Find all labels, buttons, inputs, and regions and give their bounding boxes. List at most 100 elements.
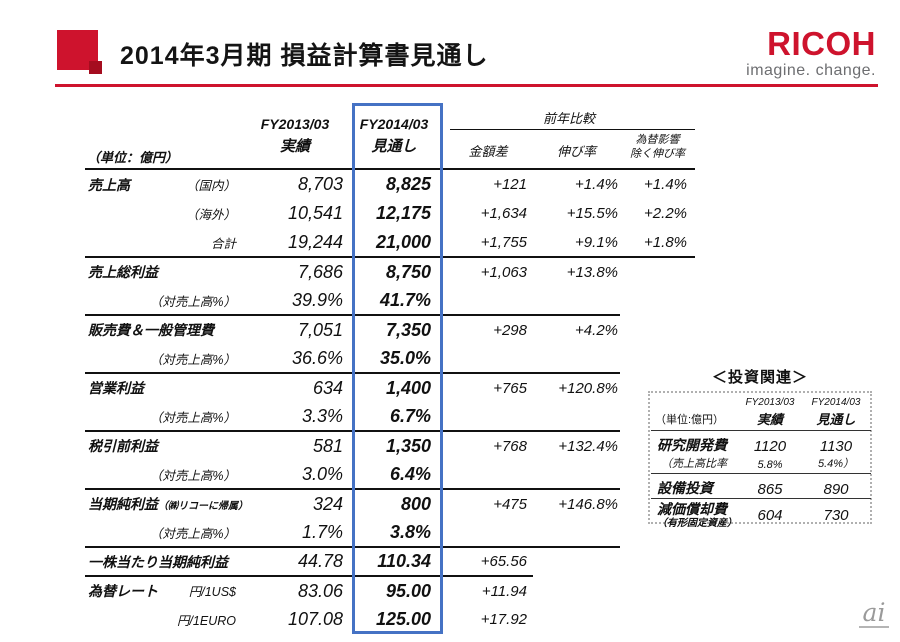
cell-fy2013-actual: 581 — [312, 435, 343, 456]
row-label: 税引前利益 — [88, 438, 158, 454]
cell-fy2013-actual: 83.06 — [297, 580, 343, 601]
cell-growth-rate — [533, 402, 620, 432]
cell-amount-diff: +1,755 — [443, 228, 533, 258]
cell-fy2013-actual: 8,703 — [297, 174, 343, 194]
cell-fx-adjusted-growth: +1.4% — [644, 176, 687, 193]
row-label: 営業利益 — [88, 380, 144, 396]
cell-fy2014-forecast: 21,000 — [345, 228, 443, 258]
cell-fy2013-actual: 7,686 — [297, 261, 343, 282]
cell-amount-diff — [443, 286, 533, 316]
cell-fy2013-actual: 36.6% — [245, 344, 345, 374]
investment-row-label: 減価償却費 （有形固定資産） — [657, 501, 737, 529]
cell-growth-rate: +4.2% — [575, 321, 618, 339]
cell-fy2013-actual: 107.08 — [287, 609, 343, 629]
cell-fy2014-forecast: 800 — [400, 493, 431, 514]
investment-col-fy2013-line2: 実績 — [756, 412, 783, 427]
col-header-growth-rate: 伸び率 — [556, 144, 596, 159]
table-row: 当期純利益（㈱リコーに帰属） 324 800 +475 +146.8% — [85, 489, 695, 518]
cell-growth-rate: +13.8% — [566, 263, 618, 281]
investment-row-label: 設備投資 — [651, 473, 739, 499]
row-label: 当期純利益（㈱リコーに帰属） — [88, 496, 248, 512]
cell-amount-diff: +298 — [493, 321, 527, 339]
cell-fy2013-actual: 3.0% — [245, 460, 345, 490]
table-row: （対売上高%） 36.6% 35.0% — [85, 344, 695, 374]
table-row: 販売費＆一般管理費 7,051 7,350 +298 +4.2% — [85, 315, 695, 344]
table-row: （海外） 10,541 12,175 +1,634 +15.5% +2.2% — [85, 199, 695, 228]
row-label: （対売上高%） — [85, 460, 245, 490]
ricoh-logo-text: RICOH — [767, 25, 876, 62]
table-row: （対売上高%） 39.9% 41.7% — [85, 286, 695, 316]
col-header-fx-line1: 為替影響 — [635, 134, 680, 146]
cell-growth-rate — [533, 605, 620, 634]
investment-unit-label: （単位:億円） — [651, 395, 739, 431]
investment-col-fy2014-line1: FY2014/03 — [811, 397, 861, 408]
cell-fy2014-forecast: 110.34 — [345, 547, 443, 577]
col-header-amount-diff: 金額差 — [468, 144, 508, 159]
cell-fy2014-forecast: 1,350 — [385, 435, 431, 456]
cell-amount-diff: +768 — [493, 437, 527, 455]
cell-fy2014-forecast: 7,350 — [385, 319, 431, 340]
row-label: （対売上高%） — [85, 402, 245, 432]
row-label: （海外） — [185, 208, 236, 222]
cell-fy2013-actual: 44.78 — [245, 547, 345, 577]
row-label: 一株当たり当期純利益 — [85, 547, 245, 577]
investment-table: （単位:億円） FY2013/03 実績 FY2014/03 見通し 研究開発費… — [651, 395, 871, 531]
investment-panel: （単位:億円） FY2013/03 実績 FY2014/03 見通し 研究開発費… — [648, 391, 872, 529]
row-label: 売上高 （国内） — [88, 176, 236, 193]
investment-cell-fy2014: 730 — [823, 506, 849, 524]
pnl-table-body-table: 売上高 （国内） 8,703 8,825 +121 +1.4% +1.4% （海外） 10,54… — [85, 170, 695, 634]
table-row: 税引前利益 581 1,350 +768 +132.4% — [85, 431, 695, 460]
table-row: 売上総利益 7,686 8,750 +1,063 +13.8% — [85, 257, 695, 286]
unit-label: （単位：億円） — [87, 150, 179, 165]
row-label: 合計 — [85, 228, 245, 258]
cell-growth-rate: +1.4% — [575, 176, 618, 193]
investment-cell-fy2013: 1120 — [753, 438, 787, 455]
row-label: 為替レート 円/1US$ — [88, 583, 236, 599]
cell-fy2013-actual: 10,541 — [287, 203, 343, 223]
cell-fy2013-actual: 19,244 — [245, 228, 345, 258]
cell-fx-adjusted-growth — [620, 576, 695, 605]
cell-growth-rate — [533, 344, 620, 374]
investment-col-fy2014-line2: 見通し — [816, 412, 856, 427]
cell-fy2014-forecast: 3.8% — [345, 518, 443, 548]
cell-fx-adjusted-growth — [620, 315, 695, 344]
investment-row-label: 研究開発費 — [657, 437, 727, 453]
investment-cell-fy2014: 1130 — [819, 438, 853, 455]
cell-fy2014-forecast: 125.00 — [375, 609, 431, 629]
investment-row-label: （売上高比率 — [651, 455, 739, 474]
table-row: 売上高 （国内） 8,703 8,825 +121 +1.4% +1.4% — [85, 170, 695, 199]
row-label: （対売上高%） — [85, 286, 245, 316]
cell-growth-rate: +120.8% — [558, 379, 618, 397]
investment-row: 設備投資 865 890 — [651, 473, 871, 499]
row-label: 販売費＆一般管理費 — [88, 322, 214, 338]
investment-col-fy2013-line1: FY2013/03 — [745, 397, 795, 408]
table-row: 為替レート 円/1US$ 83.06 95.00 +11.94 — [85, 576, 695, 605]
col-header-yoy-comparison: 前年比較 — [542, 111, 595, 126]
cell-fy2014-forecast: 8,750 — [385, 261, 431, 282]
cell-fy2013-actual: 39.9% — [245, 286, 345, 316]
cell-amount-diff — [443, 344, 533, 374]
cell-fy2014-forecast: 8,825 — [385, 174, 431, 194]
ricoh-logo: RICOH imagine. change. — [716, 27, 876, 80]
cell-fy2014-forecast: 35.0% — [345, 344, 443, 374]
investment-cell-fy2013: 5.8% — [739, 455, 801, 474]
col-header-fx-line2: 除く伸び率 — [630, 147, 685, 160]
investment-header-row: （単位:億円） FY2013/03 実績 FY2014/03 見通し — [651, 395, 871, 431]
cell-fy2013-actual: 7,051 — [297, 319, 343, 340]
table-row: 一株当たり当期純利益 44.78 110.34 +65.56 — [85, 547, 695, 577]
investment-col-fy2013: FY2013/03 実績 — [739, 395, 801, 431]
investment-row: （売上高比率 5.8% 5.4%） — [651, 455, 871, 474]
cell-growth-rate — [533, 576, 620, 605]
cell-fx-adjusted-growth — [620, 257, 695, 286]
table-row: （対売上高%） 1.7% 3.8% — [85, 518, 695, 548]
cell-amount-diff — [443, 518, 533, 548]
cell-amount-diff: +11.94 — [481, 582, 527, 600]
page-title: 2014年3月期 損益計算書見通し — [120, 42, 489, 70]
cell-fy2014-forecast: 95.00 — [385, 580, 431, 601]
table-row: 円/1EURO 107.08 125.00 +17.92 — [85, 605, 695, 634]
cell-fy2014-forecast: 6.7% — [345, 402, 443, 432]
col-header-fy2014: FY2014/03 — [359, 116, 429, 132]
cell-growth-rate — [533, 547, 620, 576]
pnl-table: （単位：億円） FY2013/03 実績 FY2014/03 見通し 前年比較 … — [85, 103, 695, 634]
cell-growth-rate: +9.1% — [533, 228, 620, 258]
